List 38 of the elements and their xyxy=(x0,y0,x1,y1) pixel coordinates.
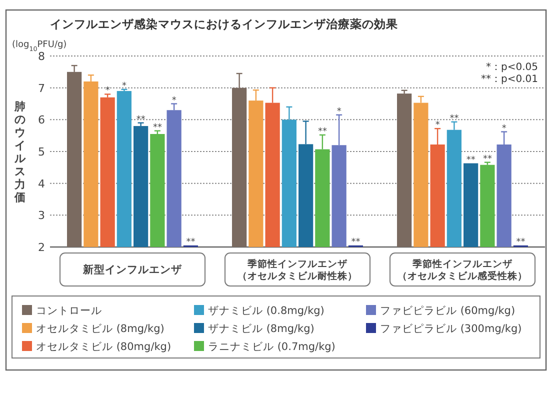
legend-label: オセルタミビル (8mg/kg) xyxy=(36,323,164,335)
data-label: * xyxy=(336,106,342,117)
data-label: * xyxy=(502,124,507,134)
data-label: ** xyxy=(136,114,146,125)
y-tick-label: 4 xyxy=(38,177,45,190)
legend-label: ザナミビル (0.8mg/kg) xyxy=(208,305,324,317)
data-label: * xyxy=(105,86,110,96)
data-label: ** xyxy=(450,114,460,124)
legend-label: コントロール xyxy=(36,305,102,317)
data-label: * xyxy=(122,81,127,92)
y-tick-label: 8 xyxy=(38,50,45,63)
y-tick-label: 5 xyxy=(38,146,45,158)
data-label: * xyxy=(435,120,440,131)
data-label: ** xyxy=(482,154,492,164)
data-label: ** xyxy=(186,237,196,248)
y-tick-label: 3 xyxy=(38,209,45,222)
y-tick-label: 6 xyxy=(38,114,45,127)
data-label: ** xyxy=(516,237,526,248)
data-label: ** xyxy=(351,237,361,248)
data-label: * xyxy=(172,96,177,106)
legend-label: ラニナミビル (0.7mg/kg) xyxy=(208,341,336,353)
y-tick-label: 2 xyxy=(38,241,45,254)
text: (log$_{10}$PFU/g) xyxy=(12,40,67,52)
chart-title: インフルエンザ感染マウスにおけるインフルエンザ治療薬の効果 xyxy=(50,17,399,31)
x-tick-label: 新型インフルエンザ xyxy=(82,263,183,276)
legend-label: ファビピラビル (60mg/kg) xyxy=(380,305,516,317)
legend-label: ザナミビル (8mg/kg) xyxy=(208,323,314,335)
y-tick-label: 7 xyxy=(38,82,45,95)
data-label: ** xyxy=(318,126,328,137)
x-tick-label: 季節性インフルエンザ（オセルタミビル耐性株） xyxy=(238,258,358,282)
data-label: ** xyxy=(466,155,476,166)
y-axis-title: 肺のウイルス力価 xyxy=(14,100,26,204)
legend-label: オセルタミビル (80mg/kg) xyxy=(36,341,172,353)
data-label: ** xyxy=(152,122,162,133)
annotation: *：p<0.05 xyxy=(486,62,538,73)
annotation: **：p<0.01 xyxy=(481,74,538,85)
x-tick-label: 季節性インフルエンザ（オセルタミビル感受性株） xyxy=(398,258,528,282)
legend-label: ファビピラビル (300mg/kg) xyxy=(380,323,522,335)
